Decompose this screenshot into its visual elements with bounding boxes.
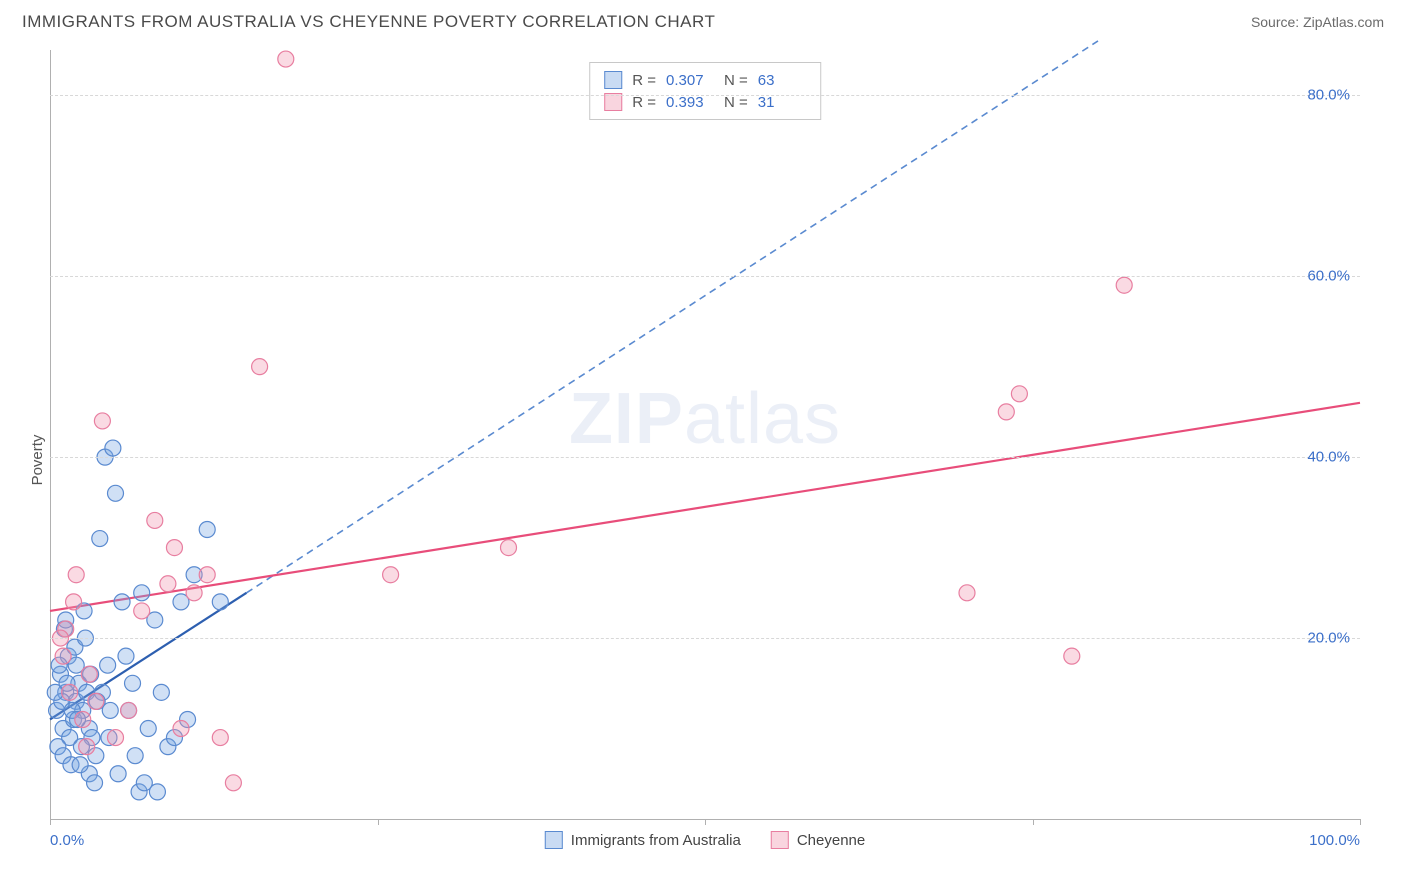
data-point (252, 359, 268, 375)
plot-area: ZIPatlas R = 0.307 N = 63 R = 0.393 N = … (50, 50, 1360, 820)
gridline (50, 276, 1360, 277)
x-tick (1360, 819, 1361, 825)
x-min-label: 0.0% (50, 832, 84, 849)
data-point (147, 512, 163, 528)
gridline (50, 457, 1360, 458)
stats-legend: R = 0.307 N = 63 R = 0.393 N = 31 (589, 62, 821, 120)
data-point (105, 440, 121, 456)
data-point (66, 594, 82, 610)
data-point (383, 567, 399, 583)
y-tick-label: 60.0% (1307, 268, 1350, 285)
data-point (136, 775, 152, 791)
data-point (199, 521, 215, 537)
data-point (1011, 386, 1027, 402)
trend-line-pink (50, 403, 1360, 611)
data-point (114, 594, 130, 610)
data-point (100, 657, 116, 673)
gridline (50, 638, 1360, 639)
data-point (92, 531, 108, 547)
data-point (1064, 648, 1080, 664)
data-point (81, 666, 97, 682)
data-point (153, 684, 169, 700)
data-point (212, 730, 228, 746)
data-point (998, 404, 1014, 420)
data-point (118, 648, 134, 664)
chart-source: Source: ZipAtlas.com (1251, 14, 1384, 30)
stats-row-blue: R = 0.307 N = 63 (604, 69, 806, 91)
data-point (110, 766, 126, 782)
y-axis-label: Poverty (29, 435, 46, 486)
data-point (166, 540, 182, 556)
data-point (959, 585, 975, 601)
y-tick-label: 20.0% (1307, 630, 1350, 647)
x-tick (705, 819, 706, 825)
legend-item-pink: Cheyenne (771, 831, 865, 849)
data-point (160, 576, 176, 592)
data-point (94, 413, 110, 429)
data-point (127, 748, 143, 764)
data-point (121, 702, 137, 718)
data-point (225, 775, 241, 791)
data-point (87, 775, 103, 791)
data-point (199, 567, 215, 583)
trend-line-blue-dashed (247, 41, 1099, 593)
data-point (75, 711, 91, 727)
swatch-blue-icon (604, 71, 622, 89)
legend-item-blue: Immigrants from Australia (545, 831, 741, 849)
data-point (88, 693, 104, 709)
chart-header: IMMIGRANTS FROM AUSTRALIA VS CHEYENNE PO… (0, 0, 1406, 40)
y-tick-label: 80.0% (1307, 87, 1350, 104)
data-point (212, 594, 228, 610)
chart-container: Poverty ZIPatlas R = 0.307 N = 63 R = 0.… (0, 40, 1406, 880)
gridline (50, 95, 1360, 96)
data-point (140, 721, 156, 737)
data-point (68, 567, 84, 583)
data-point (278, 51, 294, 67)
data-point (134, 603, 150, 619)
data-point (47, 684, 63, 700)
data-point (102, 702, 118, 718)
data-point (1116, 277, 1132, 293)
swatch-pink-icon (771, 831, 789, 849)
swatch-blue-icon (545, 831, 563, 849)
data-point (173, 721, 189, 737)
data-point (125, 675, 141, 691)
x-tick (50, 819, 51, 825)
data-point (501, 540, 517, 556)
data-point (62, 684, 78, 700)
y-tick-label: 40.0% (1307, 449, 1350, 466)
x-max-label: 100.0% (1309, 832, 1360, 849)
data-point (186, 585, 202, 601)
data-point (55, 648, 71, 664)
data-point (134, 585, 150, 601)
data-point (108, 730, 124, 746)
data-point (72, 757, 88, 773)
chart-title: IMMIGRANTS FROM AUSTRALIA VS CHEYENNE PO… (22, 12, 715, 32)
x-tick (378, 819, 379, 825)
plot-svg (50, 50, 1360, 819)
data-point (79, 739, 95, 755)
x-tick (1033, 819, 1034, 825)
data-point (108, 485, 124, 501)
bottom-legend: Immigrants from Australia Cheyenne (545, 831, 865, 849)
